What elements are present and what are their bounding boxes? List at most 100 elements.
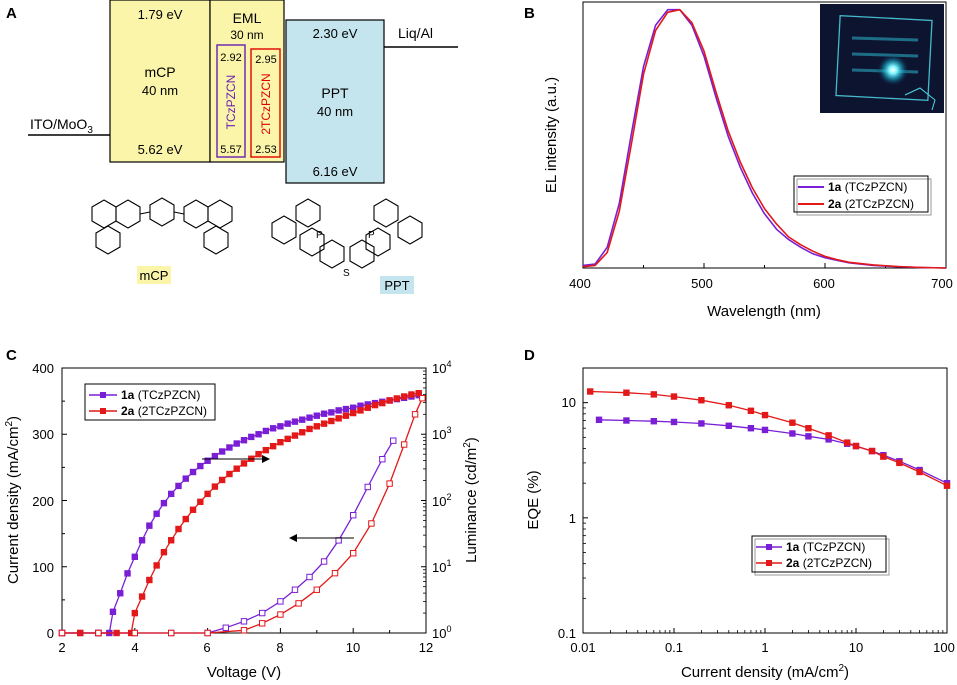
plot-d-legend: 1a (TCzPZCN) 2a (2TCzPZCN) bbox=[751, 535, 890, 576]
liq-al-label: Liq/Al bbox=[398, 25, 433, 41]
mcp-homo: 5.62 eV bbox=[138, 142, 183, 157]
series-marker-1 bbox=[328, 417, 335, 425]
series-marker-0 bbox=[153, 510, 160, 517]
series-marker-1a bbox=[747, 425, 755, 432]
plot-c-series bbox=[58, 389, 426, 637]
plot-d-frame bbox=[582, 367, 948, 634]
panel-letter-c: C bbox=[6, 347, 17, 364]
series-marker-1 bbox=[306, 425, 313, 433]
series-marker-0 bbox=[182, 475, 189, 482]
series-marker-0 bbox=[168, 490, 175, 498]
mcp-structure-label-bg bbox=[137, 266, 171, 284]
tczpzcn-label: TCzPZCN bbox=[224, 75, 238, 130]
series-marker-1 bbox=[197, 498, 204, 506]
tczpzcn-box bbox=[216, 44, 246, 158]
series-marker-2a bbox=[943, 482, 951, 489]
ppt-name: PPT bbox=[321, 85, 349, 101]
series-marker-0 bbox=[269, 425, 277, 432]
legend-entry-1a: 1a (TCzPZCN) bbox=[121, 388, 200, 402]
series-marker-1 bbox=[168, 537, 175, 544]
plot-c-ylabel: Current density (mA/cm2) bbox=[4, 416, 22, 584]
series-marker-3 bbox=[204, 629, 211, 637]
series-marker-0 bbox=[189, 468, 197, 476]
legend-box bbox=[751, 535, 887, 573]
ppt-sulfur: S bbox=[343, 268, 350, 279]
plot-c-ytick-label: 100 bbox=[32, 560, 54, 575]
legend-box bbox=[84, 383, 216, 421]
plot-d-ticks bbox=[582, 367, 948, 634]
series-line-2a bbox=[590, 390, 948, 487]
plot-d-xlabel: Current density (mA/cm2) bbox=[681, 663, 849, 681]
tczpzcn-homo: 5.57 bbox=[220, 144, 241, 156]
legend-entry-1a: 1a (TCzPZCN) bbox=[786, 540, 865, 554]
plot-c-ytick-label: 200 bbox=[32, 494, 54, 509]
series-marker-2a bbox=[761, 411, 769, 419]
series-marker-1 bbox=[364, 404, 371, 411]
series-marker-0 bbox=[262, 427, 270, 435]
plot-c-xtick-label: 8 bbox=[276, 640, 283, 655]
series-marker-2a bbox=[805, 425, 812, 432]
series-marker-0 bbox=[350, 404, 357, 411]
panel-letter-b: B bbox=[524, 5, 535, 22]
plot-d-series bbox=[587, 388, 951, 489]
series-marker-1 bbox=[240, 460, 248, 467]
series-marker-0 bbox=[248, 433, 255, 441]
series-marker-1 bbox=[146, 576, 153, 584]
series-marker-1 bbox=[269, 442, 277, 450]
series-marker-1a bbox=[805, 433, 812, 440]
series-marker-1a bbox=[698, 420, 705, 427]
series-marker-1a bbox=[761, 426, 769, 434]
series-marker-2 bbox=[379, 456, 386, 463]
series-marker-1 bbox=[233, 465, 240, 472]
series-marker-2 bbox=[350, 511, 357, 519]
mcp-thickness: 40 nm bbox=[142, 83, 178, 98]
series-marker-1 bbox=[204, 490, 211, 498]
device-photo-inset bbox=[820, 4, 944, 113]
series-marker-1 bbox=[320, 420, 328, 427]
plot-d-ytick-label: 10 bbox=[562, 395, 576, 410]
series-line-1a bbox=[598, 419, 948, 484]
panel-letter-a: A bbox=[6, 5, 17, 22]
series-marker-2 bbox=[222, 624, 230, 631]
plot-d-xtick-label: 100 bbox=[933, 640, 955, 655]
series-marker-1 bbox=[131, 609, 139, 617]
plot-c-legend: 1a (TCzPZCN) 2a (2TCzPZCN) bbox=[84, 383, 216, 421]
plot-c-y2tick-label: 101 bbox=[432, 558, 451, 575]
series-marker-0 bbox=[226, 444, 233, 451]
series-marker-2a bbox=[789, 419, 796, 426]
series-marker-0 bbox=[320, 410, 328, 417]
series-marker-0 bbox=[211, 452, 219, 460]
series-marker-1a bbox=[623, 417, 630, 424]
series-marker-0 bbox=[284, 420, 291, 427]
series-marker-0 bbox=[255, 431, 262, 438]
series-marker-3 bbox=[95, 629, 102, 637]
series-marker-0 bbox=[109, 608, 117, 615]
plot-c-xtick-label: 10 bbox=[346, 640, 360, 655]
series-marker-2a bbox=[650, 391, 658, 398]
mcp-structure bbox=[91, 197, 233, 255]
series-marker-2a bbox=[825, 432, 832, 439]
series-marker-2a bbox=[896, 459, 903, 467]
series-marker-1 bbox=[138, 593, 146, 600]
ppt-phosphorus-left: P bbox=[316, 230, 323, 241]
ppt-phosphorus-right: P bbox=[368, 230, 375, 241]
panel-d: D 0.01 0.1 1 10 100 0.1 1 10 Current den… bbox=[524, 347, 955, 681]
series-marker-1 bbox=[350, 409, 357, 417]
plot-d-xtick-label: 1 bbox=[761, 640, 768, 655]
panel-a: A ITO/MoO3 1.79 eV mCP 40 nm 5.62 eV EML… bbox=[6, 0, 458, 294]
series-marker-2 bbox=[277, 598, 284, 605]
series-line-3 bbox=[62, 397, 423, 634]
series-marker-0 bbox=[299, 416, 306, 423]
eml-layer bbox=[209, 0, 285, 163]
series-marker-2 bbox=[364, 483, 371, 491]
series-marker-3 bbox=[259, 620, 266, 627]
series-marker-3 bbox=[313, 586, 321, 593]
ppt-structure bbox=[271, 198, 423, 269]
plot-b-xlabel: Wavelength (nm) bbox=[707, 303, 821, 320]
series-marker-1 bbox=[160, 548, 168, 556]
plot-d-xtick-label: 0.1 bbox=[665, 640, 683, 655]
plot-d-xtick-label: 0.01 bbox=[570, 640, 595, 655]
series-marker-3 bbox=[368, 520, 375, 527]
plot-b-xtick-label: 400 bbox=[569, 276, 591, 291]
legend-entry-2a: 2a (2TCzPZCN) bbox=[828, 197, 914, 211]
